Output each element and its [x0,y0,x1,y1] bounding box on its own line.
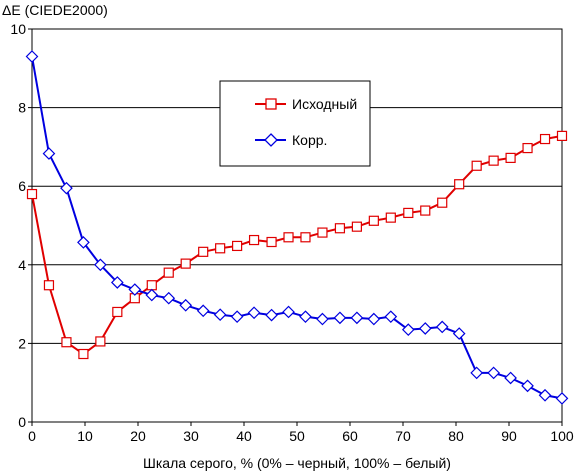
data-point [145,288,159,302]
data-point [504,371,517,385]
data-point [437,197,448,208]
data-point [300,232,311,243]
data-point [179,298,193,312]
x-axis-title: Шкала серого, % (0% – черный, 100% – бел… [143,455,451,471]
x-tick-label: 100 [550,428,574,444]
data-point [505,152,516,164]
data-point [488,155,499,166]
legend-label-corrected: Корр. [292,132,327,148]
data-point [180,258,191,269]
x-tick-label: 60 [342,428,358,444]
data-point [94,258,107,272]
data-point [248,234,260,246]
data-point [403,207,414,219]
data-point [110,276,124,289]
x-axis: 0 10 20 30 40 50 60 70 80 90 100 [28,422,574,444]
series-2 [25,50,569,405]
data-point [196,304,210,318]
data-point [333,311,347,325]
data-point [350,311,364,325]
data-point [198,246,209,257]
x-tick-label: 40 [236,428,252,444]
legend-box [219,80,371,167]
data-point [26,188,38,200]
data-point [385,212,396,223]
x-tick-label: 20 [130,428,146,444]
data-point [215,243,226,254]
x-tick-label: 50 [289,428,305,444]
data-point [61,337,72,348]
data-point [162,291,176,305]
data-point [25,50,39,63]
data-point [42,147,56,160]
data-point [146,280,157,291]
data-point [266,236,277,248]
data-point [539,133,551,145]
data-point [265,308,278,322]
data-point [282,305,295,319]
data-point [522,142,533,154]
legend-label-original: Исходный [292,96,357,112]
data-point [213,308,227,322]
data-point [454,179,465,190]
series-line [31,134,563,356]
data-point [78,348,89,360]
y-tick-label: 10 [10,21,26,37]
data-point [401,323,415,336]
y-tick-label: 6 [18,178,26,194]
data-point [470,366,484,380]
data-point [128,283,142,296]
data-point [487,366,500,380]
data-point [299,310,312,324]
data-point [316,312,329,326]
data-point [317,227,328,238]
series-1 [26,130,568,360]
data-point [112,306,123,318]
x-tick-label: 80 [448,428,464,444]
data-point [420,205,431,216]
y-tick-label: 8 [18,100,26,116]
y-tick-label: 0 [18,414,26,430]
data-point [334,223,346,234]
y-tick-label: 4 [18,257,26,273]
data-point [60,181,73,195]
data-point [556,130,568,141]
x-tick-label: 30 [183,428,199,444]
data-point [555,392,569,405]
legend-marker-original [265,98,277,110]
series-layer [25,50,569,405]
data-point [368,215,379,226]
x-tick-label: 70 [395,428,411,444]
data-point [538,388,552,402]
legend-marker-corrected [264,133,278,147]
data-point [452,327,466,340]
x-tick-label: 10 [77,428,93,444]
data-point [232,240,243,252]
y-axis: 0 2 4 6 8 10 [10,21,32,430]
legend: Исходный Корр. [219,80,371,167]
data-point [43,280,55,291]
data-point [77,236,90,249]
x-tick-label: 90 [501,428,517,444]
data-point [384,310,398,324]
data-point [521,379,534,393]
data-point [435,320,449,334]
data-point [283,232,294,243]
data-point [230,310,244,324]
data-point [95,336,106,347]
data-point [351,221,362,232]
data-point [247,306,261,320]
x-tick-label: 0 [28,428,36,444]
y-tick-label: 2 [18,335,26,351]
data-point [163,267,174,278]
data-point [367,312,381,326]
data-point [418,322,432,335]
data-point [471,160,482,171]
y-axis-title: ΔE (CIEDE2000) [2,2,108,18]
